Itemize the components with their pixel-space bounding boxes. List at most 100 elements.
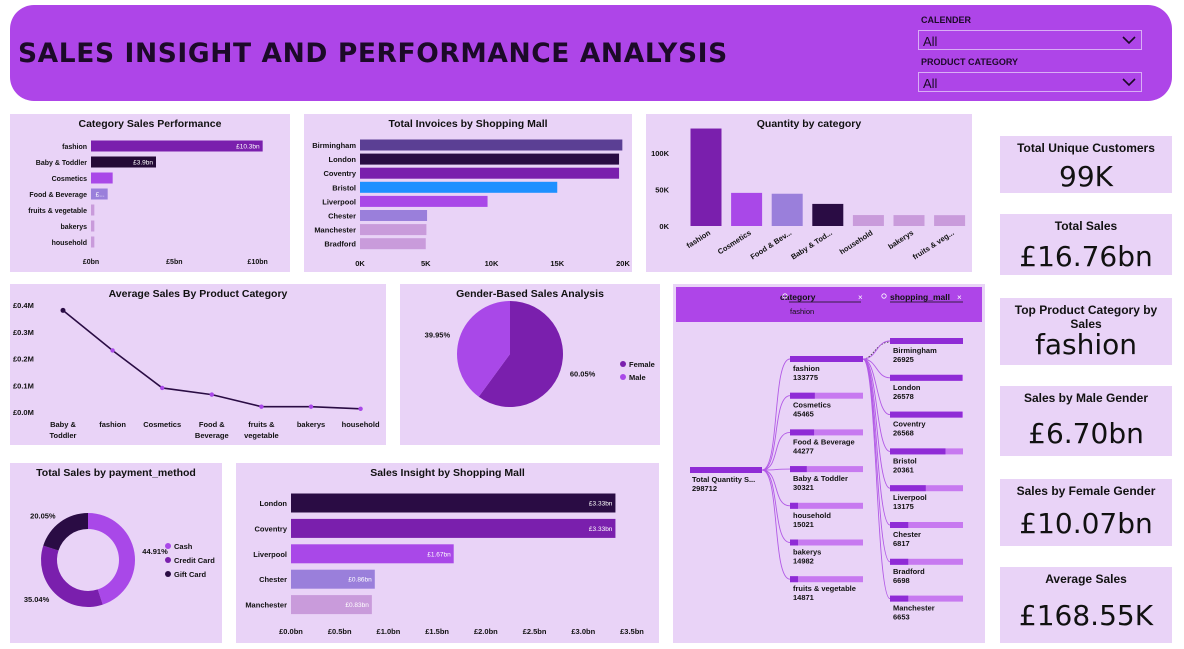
data-label: £10.3bn <box>236 144 260 151</box>
data-label: £0.83bn <box>345 602 369 609</box>
quantity-panel: Quantity by category 0K 50K 100K fashion Cos… <box>646 114 972 272</box>
node-label: London <box>893 383 921 392</box>
invoices-panel: Total Invoices by Shopping Mall Birmingh… <box>304 114 632 272</box>
calendar-slicer-value: All <box>923 34 938 49</box>
card-unique-customers: Total Unique Customers 99K <box>1000 136 1172 193</box>
root-value: 298712 <box>692 484 717 493</box>
calendar-slicer[interactable]: All <box>918 30 1142 50</box>
y-tick-label: 50K <box>655 186 669 195</box>
tree-link <box>862 358 891 489</box>
bar <box>91 220 95 232</box>
node-label: Food & Beverage <box>793 437 855 446</box>
decomposition-tree[interactable]: category fashion × shopping_mall × Total Quan… <box>673 284 985 643</box>
bar <box>790 466 807 473</box>
y-tick-label: 100K <box>651 149 670 158</box>
node-value: 26568 <box>893 429 914 438</box>
category-label: fruits & vegetable <box>28 208 87 215</box>
node-label: Liverpool <box>893 493 927 502</box>
category-slicer[interactable]: All <box>918 72 1142 92</box>
x-tick-label: £10bn <box>248 259 268 266</box>
data-label: 35.04% <box>24 595 50 604</box>
avg-sales-title: Average Sales By Product Category <box>108 288 288 300</box>
filter-category-value: fashion <box>790 307 814 316</box>
category-slicer-value: All <box>923 76 938 91</box>
tree-link <box>862 358 891 600</box>
x-tick-label: Baby & Toddler <box>50 420 77 440</box>
bar-track <box>790 539 863 546</box>
bar <box>360 139 623 151</box>
x-tick-label: fruits & vegetable <box>244 420 279 440</box>
node-label: Cosmetics <box>793 401 831 410</box>
card-title: Total Sales <box>1054 219 1118 233</box>
x-tick-label: 20K <box>616 259 630 268</box>
legend-label: Gift Card <box>174 570 207 579</box>
bar <box>291 595 372 615</box>
bar-track <box>890 595 963 602</box>
bar <box>731 192 763 226</box>
bar <box>360 167 620 179</box>
x-tick-label: 10K <box>485 259 499 268</box>
category-label: Bristol <box>332 183 356 192</box>
node-value: 20361 <box>893 465 914 474</box>
root-bar <box>690 467 762 473</box>
category-sales-panel: Category Sales Performance fashion £10.3b… <box>10 114 290 272</box>
bar <box>852 215 884 226</box>
bar <box>91 204 95 216</box>
node-label: Birmingham <box>893 346 937 355</box>
bar <box>890 558 909 565</box>
data-point <box>358 406 363 411</box>
slice <box>41 545 103 607</box>
tree-link <box>761 469 791 507</box>
bar <box>790 429 815 436</box>
category-sales-title: Category Sales Performance <box>78 118 222 130</box>
tree-link <box>761 395 791 471</box>
y-tick-label: £0.1M <box>13 381 34 390</box>
bar <box>91 236 95 248</box>
node-value: 30321 <box>793 483 814 492</box>
data-label: £0.86bn <box>348 577 372 584</box>
x-tick-label: 15K <box>550 259 564 268</box>
decomposition-header <box>676 287 982 322</box>
x-tick-label: £3.5bn <box>620 627 644 636</box>
bar-track <box>790 429 863 436</box>
data-label: £3.9bn <box>133 160 153 167</box>
x-tick-label: £2.5bn <box>523 627 547 636</box>
quantity-title: Quantity by category <box>756 118 862 130</box>
node-value: 44277 <box>793 446 814 455</box>
data-point <box>160 385 165 391</box>
category-label: London <box>329 155 357 164</box>
bar-track <box>790 466 863 473</box>
card-top-category: Top Product Category by Sales fashion <box>1000 298 1172 365</box>
x-tick-label: £0.0bn <box>279 627 303 636</box>
category-label: Food & Beverage <box>29 192 87 199</box>
bar <box>890 374 963 381</box>
category-label: Manchester <box>314 226 356 235</box>
data-point <box>209 392 214 397</box>
bar <box>690 128 722 226</box>
tree-link <box>761 358 791 471</box>
x-tick-label: £1.5bn <box>425 627 449 636</box>
card-title: Average Sales <box>1045 572 1127 586</box>
x-tick-label: bakerys <box>297 420 325 429</box>
x-tick-label: 5K <box>421 259 431 268</box>
bar <box>771 193 803 226</box>
card-value: £6.70bn <box>1028 417 1144 450</box>
category-label: London <box>260 499 288 508</box>
category-slicer-label: PRODUCT CATEGORY <box>921 57 1019 67</box>
x-tick-label: household <box>838 228 875 256</box>
legend-marker <box>165 557 171 563</box>
category-label: Bradford <box>324 240 356 249</box>
card-title: Sales by Female Gender <box>1016 484 1156 498</box>
data-point <box>60 307 66 313</box>
node-label: Bristol <box>893 456 917 465</box>
category-label: Chester <box>328 212 356 221</box>
x-tick-label: Food & Beverage <box>195 420 229 440</box>
data-label: 60.05% <box>570 370 596 379</box>
card-total-sales: Total Sales £16.76bn <box>1000 214 1172 275</box>
bar-track <box>890 558 963 565</box>
slice <box>478 301 563 407</box>
mall-sales-title: Sales Insight by Shopping Mall <box>370 467 525 479</box>
avg-sales-chart: £0.0M £0.1M £0.2M £0.3M £0.4M Baby & Toddler fa… <box>13 301 380 440</box>
bar-track <box>790 502 863 509</box>
data-label: £... <box>96 192 105 199</box>
